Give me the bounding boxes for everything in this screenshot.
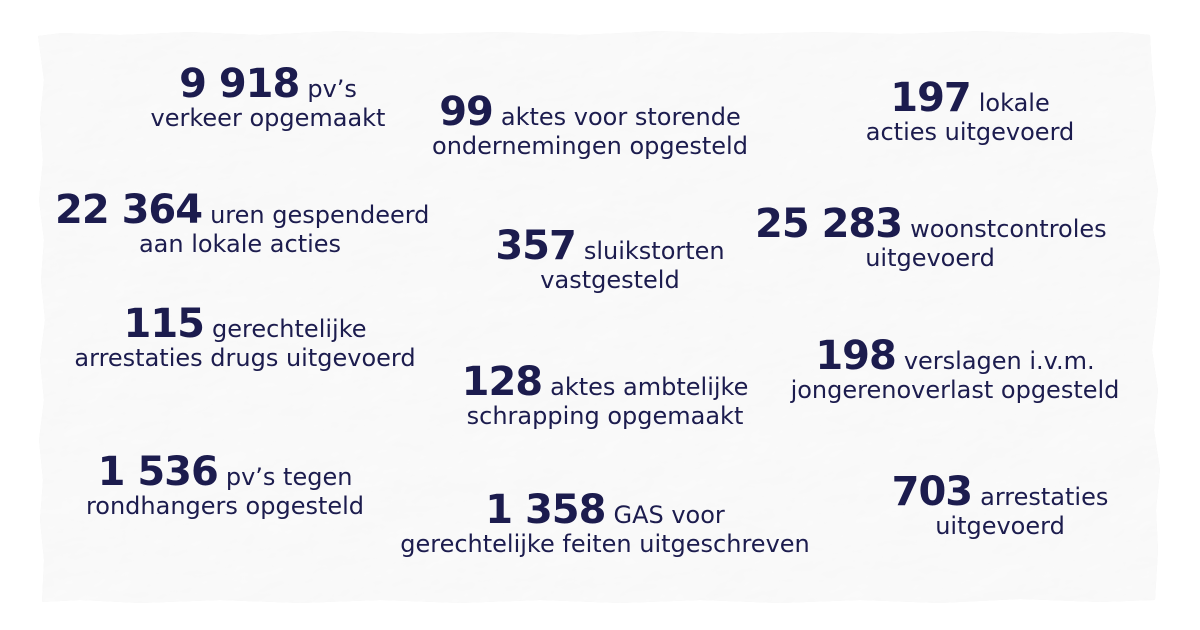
- stat-label-line2: ondernemingen opgesteld: [432, 132, 748, 160]
- stat-lokale-acties: 197 lokale acties uitgevoerd: [850, 78, 1090, 144]
- stat-arrestaties-drugs: 115 gerechtelijke arrestaties drugs uitge…: [70, 304, 420, 370]
- stat-number: 99: [439, 89, 494, 135]
- stat-number: 1 536: [97, 449, 219, 495]
- stat-label-line2: jongerenoverlast opgesteld: [790, 376, 1120, 404]
- stat-number: 25 283: [755, 201, 903, 247]
- stat-label-line2: schrapping opgemaakt: [466, 402, 744, 430]
- stat-woonstcontroles: 25 283 woonstcontroles uitgevoerd: [755, 201, 1107, 272]
- stat-arrestaties-uitgevoerd: 703 arrestaties uitgevoerd: [880, 472, 1120, 538]
- stat-number: 703: [891, 469, 973, 515]
- stat-label-line2: gerechtelijke feiten uitgeschreven: [400, 530, 810, 558]
- stat-label-line1: woonstcontroles: [910, 215, 1107, 243]
- stat-label-line2: arrestaties drugs uitgevoerd: [74, 344, 416, 372]
- stat-label-line1: uren gespendeerd: [210, 201, 430, 229]
- stat-label-line2: verkeer opgemaakt: [150, 104, 386, 132]
- stat-pv-rondhangers: 1 536 pv’s tegen rondhangers opgesteld: [75, 452, 375, 518]
- stat-label-line1: pv’s tegen: [225, 463, 353, 491]
- stat-number: 22 364: [55, 187, 203, 233]
- stat-label-line1: sluikstorten: [583, 237, 725, 265]
- stat-gas-gerechtelijke-feiten: 1 358 GAS voor gerechtelijke feiten uitge…: [400, 490, 810, 556]
- stat-label-line1: pv’s: [307, 75, 357, 103]
- stat-sluikstorten: 357 sluikstorten vastgesteld: [490, 226, 730, 292]
- stat-uren-gespendeerd: 22 364 uren gespendeerd aan lokale acties: [55, 187, 429, 258]
- stat-number: 1 358: [485, 487, 606, 533]
- stat-number: 198: [815, 333, 896, 379]
- stat-label-line1: arrestaties: [980, 483, 1109, 511]
- stat-label-line2: aan lokale acties: [138, 230, 342, 258]
- stat-number: 357: [495, 223, 576, 269]
- stat-label-line2: vastgesteld: [540, 266, 680, 294]
- stat-number: 9 918: [179, 61, 300, 107]
- stat-label-line1: gerechtelijke: [212, 315, 367, 343]
- stat-label-line2: uitgevoerd: [865, 244, 995, 272]
- stat-number: 128: [461, 359, 543, 405]
- stat-verslagen-jongerenoverlast: 198 verslagen i.v.m. jongerenoverlast opg…: [785, 336, 1125, 402]
- stat-pv-verkeer: 9 918 pv’s verkeer opgemaakt: [138, 64, 398, 130]
- stat-label-line1: aktes ambtelijke: [550, 373, 749, 401]
- stat-label-line1: verslagen i.v.m.: [903, 347, 1095, 375]
- stat-number: 197: [890, 75, 971, 121]
- stat-number: 115: [123, 301, 205, 347]
- stat-label-line2: uitgevoerd: [935, 512, 1065, 540]
- stat-label-line1: aktes voor storende: [500, 103, 741, 131]
- stat-aktes-ambtelijke-schrapping: 128 aktes ambtelijke schrapping opgemaakt: [450, 362, 760, 428]
- stat-label-line2: acties uitgevoerd: [865, 118, 1075, 146]
- stat-label-line1: GAS voor: [613, 501, 725, 529]
- stat-aktes-storende-ondernemingen: 99 aktes voor storende ondernemingen opge…: [410, 92, 770, 158]
- stat-label-line2: rondhangers opgesteld: [85, 492, 365, 520]
- stat-label-line1: lokale: [978, 89, 1050, 117]
